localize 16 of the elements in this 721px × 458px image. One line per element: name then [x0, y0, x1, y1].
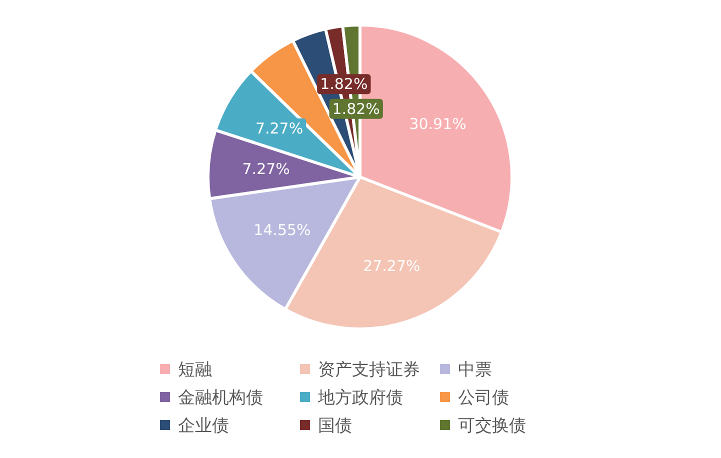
- legend-label: 国债: [318, 416, 352, 436]
- legend-label: 短融: [178, 360, 212, 380]
- data-label: 30.91%: [409, 114, 466, 133]
- data-label: 27.27%: [363, 256, 420, 275]
- legend-label: 企业债: [178, 416, 229, 436]
- data-label: 14.55%: [254, 221, 311, 240]
- legend-label: 资产支持证券: [318, 360, 420, 380]
- legend-label: 可交换债: [458, 416, 526, 436]
- data-label: 1.82%: [332, 100, 380, 118]
- data-label: 7.27%: [242, 160, 290, 178]
- data-label: 7.27%: [255, 119, 304, 138]
- legend-label: 中票: [458, 360, 492, 380]
- legend-label: 金融机构债: [178, 388, 263, 408]
- data-label: 1.82%: [320, 75, 368, 94]
- legend-label: 公司债: [458, 388, 509, 408]
- legend-label: 地方政府债: [317, 388, 403, 408]
